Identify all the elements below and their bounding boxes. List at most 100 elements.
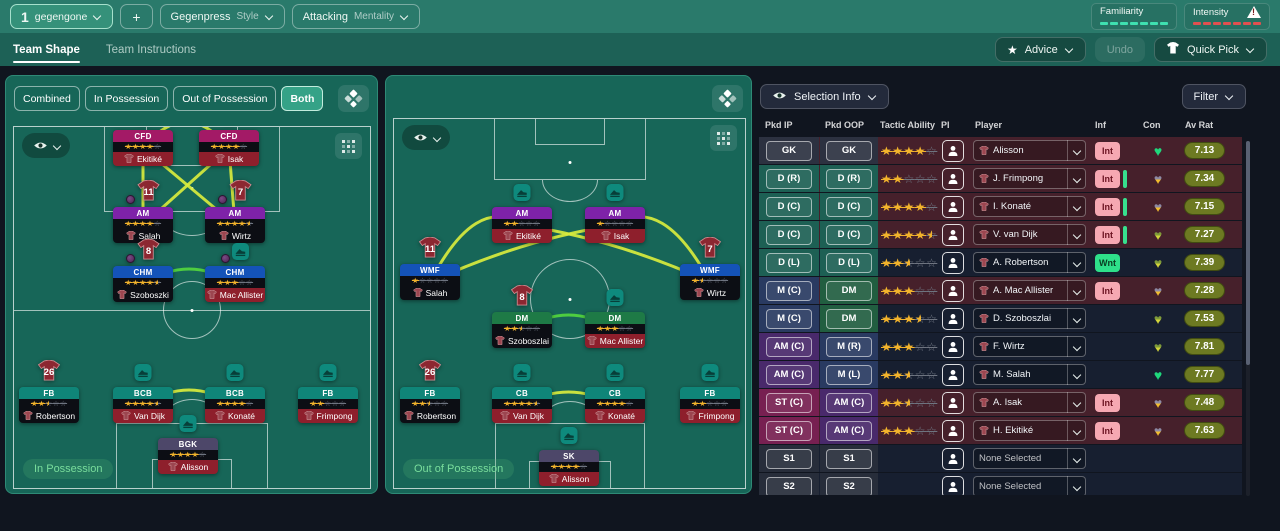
pitch-player[interactable]: CFD ★ ★ ★ ★ ☆ Ekitiké — [113, 130, 173, 166]
position-chip[interactable]: AM (C) — [826, 420, 872, 441]
player-instructions-button[interactable] — [942, 335, 964, 358]
squad-table-row[interactable]: GK GK ★ ★ ★ ★ ☆ Alisson Int ♥ 7.13 — [759, 137, 1242, 164]
view-button-combined[interactable]: Combined — [14, 86, 80, 111]
squad-table-row[interactable]: ST (C) AM (C) ★ ★ ★ ☆ ☆ ☆ A. Isak Int ♥ 7.48 — [759, 389, 1242, 416]
tab-team-shape[interactable]: Team Shape — [13, 33, 80, 66]
view-button-out-of-possession[interactable]: Out of Possession — [173, 86, 277, 111]
position-chip[interactable]: D (C) — [826, 224, 872, 245]
style-selector[interactable]: Gegenpress Style — [159, 4, 285, 29]
filter-button[interactable]: Filter — [1181, 84, 1246, 109]
mentality-selector[interactable]: Attacking Mentality — [291, 4, 420, 29]
column-header[interactable]: Av Rat — [1185, 120, 1214, 130]
position-chip[interactable]: DM — [826, 308, 872, 329]
add-tactic-button[interactable]: + — [120, 4, 153, 29]
pitch-player[interactable]: DM ★ ★ ★ ☆ ☆ Mac Allister — [585, 289, 645, 348]
player-select-dropdown[interactable]: A. Mac Allister — [973, 280, 1086, 301]
scrollbar[interactable] — [1246, 141, 1250, 496]
squad-table-row[interactable]: D (R) D (R) ★ ★ ☆ ☆ ☆ J. Frimpong Int ♥ 7.34 — [759, 165, 1242, 192]
pitch-player[interactable]: AM ★ ★ ☆ ☆ ☆ Ekitiké — [492, 184, 552, 243]
player-instructions-button[interactable] — [942, 307, 964, 330]
column-header[interactable]: Player — [975, 120, 1003, 130]
position-chip[interactable]: D (R) — [766, 168, 812, 189]
pitch-player[interactable]: 7 AM ★★★★★☆ Wirtz — [205, 179, 265, 243]
squad-table-row[interactable]: D (C) D (C) ★ ★ ★ ★ ★ ☆ V. van Dijk Int ♥ 7.2… — [759, 221, 1242, 248]
position-chip[interactable]: AM (C) — [766, 364, 812, 385]
advice-button[interactable]: ★ Advice — [994, 37, 1086, 62]
player-select-dropdown[interactable]: D. Szoboszlai — [973, 308, 1086, 329]
squad-table-row[interactable]: AM (C) M (L) ★ ★ ★ ☆ ☆ ☆ M. Salah ♥ 7.77 — [759, 361, 1242, 388]
squad-table-row[interactable]: D (L) D (L) ★ ★ ★ ☆ ☆ ☆ A. Robertson Wnt ♥ 7.… — [759, 249, 1242, 276]
player-select-dropdown[interactable]: A. Isak — [973, 392, 1086, 413]
position-chip[interactable]: AM (C) — [766, 336, 812, 357]
position-chip[interactable]: S2 — [766, 476, 812, 495]
player-instructions-button[interactable] — [942, 447, 964, 470]
position-chip[interactable]: S2 — [826, 476, 872, 495]
view-button-both[interactable]: Both — [281, 86, 324, 111]
player-instructions-button[interactable] — [942, 475, 964, 495]
player-select-dropdown[interactable]: Alisson — [973, 140, 1086, 161]
pitch-player[interactable]: CB ★ ★ ★ ★ ☆ Konaté — [585, 364, 645, 423]
player-instructions-button[interactable] — [942, 251, 964, 274]
player-select-dropdown[interactable]: J. Frimpong — [973, 168, 1086, 189]
player-select-dropdown[interactable]: None Selected — [973, 448, 1086, 469]
position-chip[interactable]: S1 — [766, 448, 812, 469]
quick-pick-button[interactable]: Quick Pick — [1154, 37, 1267, 62]
pitch-player[interactable]: BGK ★ ★ ★ ★ ☆ Alisson — [158, 415, 218, 474]
squad-table-row[interactable]: M (C) DM ★ ★ ★ ☆ ☆ A. Mac Allister Int ♥ 7.2… — [759, 277, 1242, 304]
pitch-player[interactable]: FB ★ ★ ☆ ☆ ☆ Frimpong — [298, 364, 358, 423]
position-chip[interactable]: D (L) — [766, 252, 812, 273]
tactic-selector[interactable]: 1 gegengone — [10, 4, 114, 29]
position-chip[interactable]: DM — [826, 280, 872, 301]
view-button-in-possession[interactable]: In Possession — [84, 86, 169, 111]
squad-table-row[interactable]: ST (C) AM (C) ★ ★ ★ ☆ ☆ H. Ekitiké Int ♥ 7.6… — [759, 417, 1242, 444]
pitch-player[interactable]: 7 WMF ★★☆☆☆☆ Wirtz — [680, 236, 740, 300]
pitch-player[interactable]: CFD ★ ★ ★ ★ ☆ Isak — [199, 130, 259, 166]
position-chip[interactable]: D (C) — [766, 224, 812, 245]
formation-diamond-icon[interactable] — [712, 85, 743, 112]
position-chip[interactable]: D (C) — [826, 196, 872, 217]
position-chip[interactable]: M (C) — [766, 280, 812, 301]
pitch-player[interactable]: AM ★ ☆ ☆ ☆ ☆ Isak — [585, 184, 645, 243]
pitch-player[interactable]: CB ★★★★★☆ Van Dijk — [492, 364, 552, 423]
visibility-dropdown[interactable] — [22, 133, 70, 158]
squad-table-row[interactable]: D (C) D (C) ★ ★ ★ ★ ☆ I. Konaté Int ♥ 7.15 — [759, 193, 1242, 220]
player-instructions-button[interactable] — [942, 223, 964, 246]
pitch-player[interactable]: 11 AM ★ ★ ★ ★ ☆ Salah — [113, 179, 173, 243]
player-select-dropdown[interactable]: F. Wirtz — [973, 336, 1086, 357]
position-chip[interactable]: D (R) — [826, 168, 872, 189]
pitch-player[interactable]: BCB ★★★★★☆ Van Dijk — [113, 364, 173, 423]
player-instructions-button[interactable] — [942, 391, 964, 414]
pitch-player[interactable]: 26 FB ★★★☆☆☆ Robertson — [19, 359, 79, 423]
squad-table-row[interactable]: AM (C) M (R) ★ ★ ★ ☆ ☆ F. Wirtz ♥ 7.81 — [759, 333, 1242, 360]
position-chip[interactable]: ST (C) — [766, 392, 812, 413]
player-instructions-button[interactable] — [942, 419, 964, 442]
squad-table-row[interactable]: S2 S2 None Selected ♥ — [759, 473, 1242, 495]
position-chip[interactable]: GK — [826, 140, 872, 161]
position-chip[interactable]: GK — [766, 140, 812, 161]
player-select-dropdown[interactable]: A. Robertson — [973, 252, 1086, 273]
player-select-dropdown[interactable]: None Selected — [973, 476, 1086, 495]
position-chip[interactable]: M (R) — [826, 336, 872, 357]
player-instructions-button[interactable] — [942, 195, 964, 218]
column-header[interactable]: Pkd OOP — [825, 120, 865, 130]
position-chip[interactable]: ST (C) — [766, 420, 812, 441]
column-header[interactable]: Inf — [1095, 120, 1106, 130]
player-select-dropdown[interactable]: H. Ekitiké — [973, 420, 1086, 441]
pitch-player[interactable]: 11 WMF ★ ☆ ☆ ☆ ☆ Salah — [400, 236, 460, 300]
pitch-player[interactable]: 8 DM ★★★☆☆☆ Szoboszlai — [492, 284, 552, 348]
pitch-player[interactable]: CHM ★ ★ ★ ☆ ☆ Mac Allister — [205, 243, 265, 302]
selection-info-dropdown[interactable]: Selection Info — [760, 84, 889, 109]
player-select-dropdown[interactable]: V. van Dijk — [973, 224, 1086, 245]
column-header[interactable]: Tactic Ability — [880, 120, 936, 130]
grid-view-icon[interactable] — [335, 133, 362, 159]
player-instructions-button[interactable] — [942, 167, 964, 190]
position-chip[interactable]: S1 — [826, 448, 872, 469]
squad-table-row[interactable]: S1 S1 None Selected ♥ — [759, 445, 1242, 472]
pitch-player[interactable]: FB ★ ★ ☆ ☆ ☆ Frimpong — [680, 364, 740, 423]
squad-table-row[interactable]: M (C) DM ★ ★ ★ ★ ☆ ☆ D. Szoboszlai ♥ 7.53 — [759, 305, 1242, 332]
undo-button[interactable]: Undo — [1094, 37, 1146, 62]
grid-view-icon[interactable] — [710, 125, 737, 151]
column-header[interactable]: PI — [941, 120, 950, 130]
position-chip[interactable]: M (C) — [766, 308, 812, 329]
scrollbar-thumb[interactable] — [1246, 141, 1250, 365]
